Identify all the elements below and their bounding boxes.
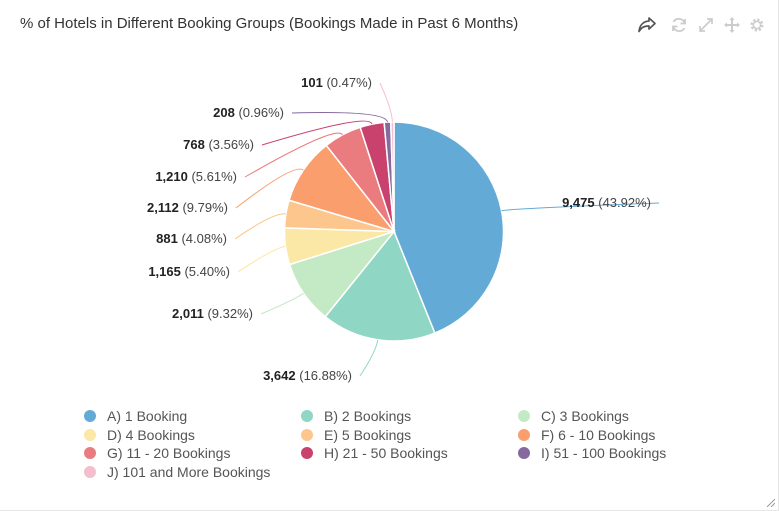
refresh-icon[interactable] (668, 14, 690, 36)
leader-line (237, 245, 286, 273)
leader-line (291, 111, 388, 123)
legend-item[interactable]: G) 11 - 20 Bookings (84, 444, 301, 463)
leader-line (501, 202, 660, 212)
slice-value: 881 (156, 231, 178, 246)
legend-label: H) 21 - 50 Bookings (324, 445, 448, 462)
pie-slice[interactable] (393, 121, 505, 335)
share-icon[interactable] (636, 14, 658, 36)
slice-value: 208 (213, 105, 235, 120)
slice-percent: (3.56%) (205, 137, 254, 152)
legend-item[interactable]: J) 101 and More Bookings (84, 463, 301, 482)
legend-label: J) 101 and More Bookings (107, 463, 271, 480)
legend-item[interactable]: D) 4 Bookings (84, 426, 301, 445)
legend-swatch (301, 410, 313, 423)
pie-slice[interactable] (324, 230, 436, 342)
label-leader-lines (234, 82, 660, 377)
leader-line (359, 339, 379, 377)
slice-data-label: 881 (4.08%) (156, 231, 227, 246)
slice-value: 3,642 (263, 368, 296, 383)
slice-data-label: 1,210 (5.61%) (155, 169, 237, 184)
legend-label: G) 11 - 20 Bookings (107, 445, 231, 462)
slice-percent: (43.92%) (595, 195, 651, 210)
slice-data-label: 2,112 (9.79%) (147, 200, 228, 215)
slice-percent: (9.79%) (179, 200, 228, 215)
chart-toolbar (636, 14, 768, 36)
legend-swatch (84, 428, 96, 441)
slice-percent: (0.47%) (323, 75, 372, 90)
slice-data-label: 3,642 (16.88%) (263, 368, 352, 383)
slice-value: 768 (183, 137, 205, 152)
slice-percent: (0.96%) (235, 105, 284, 120)
leader-line (261, 120, 373, 146)
chart-title: % of Hotels in Different Booking Groups … (20, 15, 519, 32)
slice-percent: (4.08%) (178, 231, 227, 246)
slice-data-label: 768 (3.56%) (183, 137, 254, 152)
legend-label: A) 1 Booking (107, 408, 188, 425)
leader-line (235, 168, 304, 209)
legend-label: F) 6 - 10 Bookings (541, 426, 656, 443)
legend-swatch (518, 428, 530, 441)
legend-swatch (518, 410, 530, 423)
slice-value: 2,112 (147, 200, 179, 215)
leader-line (260, 292, 304, 315)
slice-percent: (5.61%) (188, 169, 237, 184)
expand-icon[interactable] (695, 14, 717, 36)
slice-value: 101 (301, 75, 323, 90)
legend-item[interactable]: A) 1 Booking (84, 407, 301, 426)
legend-label: E) 5 Bookings (324, 426, 412, 443)
slice-data-label: 2,011 (9.32%) (172, 306, 253, 321)
legend-item[interactable]: I) 51 - 100 Bookings (518, 444, 735, 463)
gear-icon[interactable] (746, 14, 768, 36)
pie-slices (283, 121, 505, 342)
pie-chart: 9,475 (43.92%) 3,642 (16.88%) 2,011 (9.32%… (147, 75, 660, 383)
legend-label: D) 4 Bookings (107, 426, 195, 443)
legend-item[interactable]: F) 6 - 10 Bookings (518, 426, 735, 445)
chart-legend: A) 1 Booking B) 2 Bookings C) 3 Bookings D)… (84, 407, 744, 481)
slice-labels: 9,475 (43.92%) 3,642 (16.88%) 2,011 (9.32%… (147, 75, 651, 383)
slice-value: 1,165 (148, 264, 181, 279)
move-icon[interactable] (721, 14, 743, 36)
slice-percent: (5.40%) (181, 264, 230, 279)
legend-label: B) 2 Bookings (324, 408, 412, 425)
legend-label: I) 51 - 100 Bookings (541, 445, 667, 462)
legend-swatch (301, 428, 313, 441)
slice-data-label: 208 (0.96%) (213, 105, 284, 120)
slice-data-label: 1,165 (5.40%) (148, 264, 230, 279)
slice-data-label: 101 (0.47%) (301, 75, 372, 90)
legend-swatch (84, 447, 96, 460)
pie-slice[interactable] (390, 121, 395, 232)
legend-item[interactable]: B) 2 Bookings (301, 407, 518, 426)
legend-item[interactable]: H) 21 - 50 Bookings (301, 444, 518, 463)
legend-swatch (518, 447, 530, 460)
leader-line (244, 132, 343, 178)
leader-line (234, 213, 286, 240)
slice-value: 9,475 (562, 195, 595, 210)
slice-percent: (16.88%) (296, 368, 352, 383)
legend-swatch (84, 410, 96, 423)
legend-label: C) 3 Bookings (541, 408, 629, 425)
slice-value: 2,011 (172, 306, 204, 321)
legend-item[interactable]: C) 3 Bookings (518, 407, 735, 426)
slice-percent: (9.32%) (204, 306, 253, 321)
resize-handle-icon[interactable] (767, 499, 775, 507)
legend-swatch (84, 465, 96, 478)
legend-item[interactable]: E) 5 Bookings (301, 426, 518, 445)
slice-data-label: 9,475 (43.92%) (562, 195, 651, 210)
slice-value: 1,210 (155, 169, 188, 184)
legend-swatch (301, 447, 313, 460)
leader-line (379, 82, 393, 123)
